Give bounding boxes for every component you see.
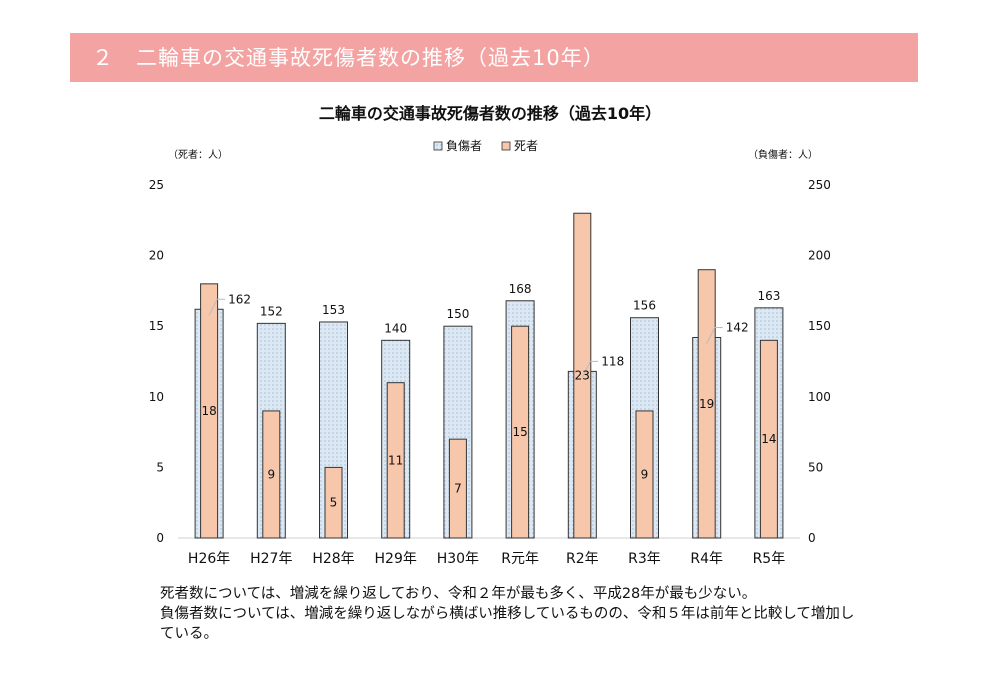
right-tick-label: 50 xyxy=(808,460,823,474)
category-label: H30年 xyxy=(437,551,479,567)
right-tick-label: 100 xyxy=(808,390,831,404)
category-label: R元年 xyxy=(501,551,539,567)
injured-data-label: 150 xyxy=(446,307,469,321)
death-data-label: 9 xyxy=(641,467,649,481)
casualty-chart: 二輪車の交通事故死傷者数の推移（過去10年） 負傷者 死者 （死者：人） （負傷者… xyxy=(149,104,831,567)
death-data-label: 11 xyxy=(388,453,403,467)
death-data-label: 14 xyxy=(761,432,776,446)
right-tick-label: 0 xyxy=(808,531,816,545)
category-label: H28年 xyxy=(312,551,354,567)
death-bar xyxy=(635,410,654,539)
data-labels: 162 152 153 140 150 168 118 156 142 163 18 9 5 11 7 15 2… xyxy=(201,282,780,510)
death-bar xyxy=(697,269,716,539)
category-label: R2年 xyxy=(566,551,599,567)
legend-label: 負傷者 xyxy=(446,138,482,153)
death-bar xyxy=(386,382,405,539)
leader-line xyxy=(581,360,599,378)
category-label: H29年 xyxy=(375,551,417,567)
death-data-label: 19 xyxy=(699,397,714,411)
death-data-label: 7 xyxy=(454,482,462,496)
right-tick-label: 150 xyxy=(808,319,831,333)
caption: 死者数については、増減を繰り返しており、令和２年が最も多く、平成28年が最も少な… xyxy=(146,584,866,644)
death-bar xyxy=(324,466,343,539)
death-bars xyxy=(200,212,778,539)
section-banner: ２ 二輪車の交通事故死傷者数の推移（過去10年） xyxy=(70,33,918,82)
death-data-label: 5 xyxy=(330,496,338,510)
death-data-label: 18 xyxy=(201,404,216,418)
death-bar xyxy=(511,325,530,539)
legend-label: 死者 xyxy=(514,139,538,153)
death-data-label: 23 xyxy=(575,369,590,383)
injured-data-label: 118 xyxy=(601,354,624,368)
right-tick-label: 250 xyxy=(808,178,831,192)
left-tick-label: 0 xyxy=(156,531,164,545)
category-label: H27年 xyxy=(250,551,292,567)
left-tick-label: 15 xyxy=(149,319,164,333)
caption-injured: 負傷者数については、増減を繰り返しながら横ばい推移しているものの、令和５年は前年… xyxy=(160,606,855,642)
right-tick-label: 200 xyxy=(808,249,831,263)
injured-data-label: 152 xyxy=(260,304,283,318)
caption-deaths: 死者数については、増減を繰り返しており、令和２年が最も多く、平成28年が最も少な… xyxy=(160,586,757,602)
leader-line xyxy=(208,298,226,316)
injured-data-label: 168 xyxy=(509,282,532,296)
leader-line xyxy=(706,326,723,344)
death-bar xyxy=(573,212,592,539)
category-label: R5年 xyxy=(753,551,786,567)
right-axis-label: （負傷者：人） xyxy=(748,148,818,161)
death-bar xyxy=(262,410,281,539)
injured-data-label: 162 xyxy=(228,292,251,306)
category-label: R3年 xyxy=(628,551,661,567)
death-bar xyxy=(759,339,778,539)
injured-bars xyxy=(194,300,784,539)
legend-swatch xyxy=(501,141,511,151)
injured-data-label: 142 xyxy=(726,320,749,334)
left-tick-label: 20 xyxy=(149,249,164,263)
injured-data-label: 163 xyxy=(757,289,780,303)
injured-data-label: 140 xyxy=(384,321,407,335)
injured-data-label: 156 xyxy=(633,299,656,313)
legend: 負傷者 死者 xyxy=(433,138,538,153)
left-tick-label: 25 xyxy=(149,178,164,192)
death-bar xyxy=(448,438,467,539)
category-label: H26年 xyxy=(188,551,230,567)
death-data-label: 9 xyxy=(267,467,275,481)
death-data-label: 15 xyxy=(512,425,527,439)
section-heading: ２ 二輪車の交通事故死傷者数の推移（過去10年） xyxy=(92,46,605,70)
left-tick-label: 5 xyxy=(156,460,164,474)
left-axis-label: （死者：人） xyxy=(168,149,228,161)
death-bar xyxy=(200,283,219,539)
left-tick-label: 10 xyxy=(149,390,164,404)
chart-title: 二輪車の交通事故死傷者数の推移（過去10年） xyxy=(319,104,661,123)
injured-data-label: 153 xyxy=(322,303,345,317)
category-label: R4年 xyxy=(690,551,723,567)
legend-swatch xyxy=(433,141,443,151)
